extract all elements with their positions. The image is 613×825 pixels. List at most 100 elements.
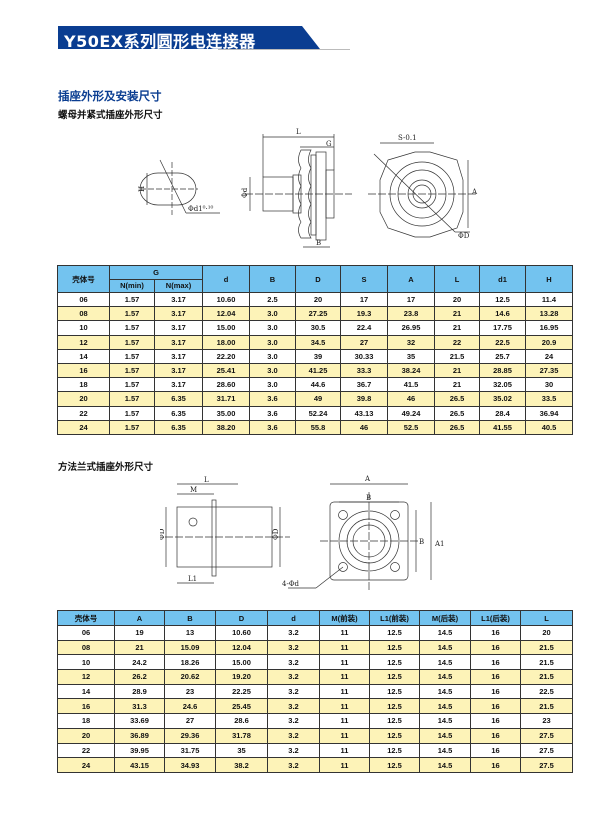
table-cell: 33.5 <box>525 391 573 407</box>
header-d1: d1 <box>479 265 526 293</box>
table-cell: 1.57 <box>109 320 155 336</box>
table-cell: 1.57 <box>109 306 155 322</box>
table-header-cell: L1(前装) <box>369 610 420 626</box>
nut-mount-dimension-table: 壳体号 G d B D S A L d1 H N(min) N(max) 06 1… <box>57 265 573 435</box>
table-cell: 34.93 <box>164 757 216 773</box>
table-cell: 39.95 <box>114 742 165 759</box>
svg-text:Φd: Φd <box>241 187 249 198</box>
table-cell: 24.6 <box>164 698 216 715</box>
table-cell: 35 <box>387 348 435 364</box>
header-A: A <box>387 265 435 293</box>
table-cell: 1.57 <box>109 419 155 435</box>
table-cell: 3.0 <box>249 306 296 322</box>
table-cell: 12.04 <box>215 639 268 656</box>
table-cell: 18 <box>57 713 115 729</box>
table-cell: 16 <box>470 757 521 773</box>
table-cell: 11 <box>319 639 370 656</box>
table-cell: 24 <box>525 348 573 364</box>
table-header-cell: L1(后装) <box>470 610 521 626</box>
table-cell: 14.5 <box>419 683 471 700</box>
table-cell: 16 <box>470 698 521 715</box>
header-banner: Y50EX系列圆形电连接器 <box>58 26 378 51</box>
table-cell: 3.6 <box>249 419 296 435</box>
header-S: S <box>340 265 388 293</box>
table-cell: 10.60 <box>202 291 250 308</box>
table-header-cell: d <box>267 610 320 626</box>
header-nmin: N(min) <box>109 278 155 293</box>
table-cell: 12.5 <box>369 713 420 729</box>
table-cell: 13 <box>164 625 216 641</box>
table-cell: 31.3 <box>114 698 165 715</box>
table-cell: 41.25 <box>295 362 341 379</box>
table-cell: 21.5 <box>520 654 573 671</box>
svg-text:ΦD: ΦD <box>272 528 280 540</box>
table-cell: 3.0 <box>249 334 296 350</box>
table-cell: 41.55 <box>479 419 526 435</box>
table-cell: 30 <box>525 377 573 393</box>
svg-text:S-0.1: S-0.1 <box>398 134 417 142</box>
table-row: 22 1.57 6.35 35.00 3.6 52.24 43.13 49.24 26.5 28.… <box>57 405 573 421</box>
table-cell: 16.95 <box>525 320 573 336</box>
banner-shape <box>58 26 350 50</box>
table-cell: 3.17 <box>154 377 203 393</box>
table-cell: 18.00 <box>202 334 250 350</box>
table-cell: 08 <box>57 639 115 656</box>
table-cell: 08 <box>57 306 110 322</box>
svg-text:Φd1⁰·¹⁰: Φd1⁰·¹⁰ <box>188 205 214 213</box>
table-cell: 22 <box>434 334 480 350</box>
table-cell: 12.5 <box>369 727 420 744</box>
svg-text:ΦD: ΦD <box>458 232 470 240</box>
table-cell: 6.35 <box>154 391 203 407</box>
table-cell: 3.2 <box>267 727 320 744</box>
table-cell: 10 <box>57 654 115 671</box>
table-cell: 21 <box>434 320 480 336</box>
table-cell: 35.02 <box>479 391 526 407</box>
table-cell: 25.7 <box>479 348 526 364</box>
table-cell: 12.5 <box>369 757 420 773</box>
table-cell: 32 <box>387 334 435 350</box>
table-cell: 14.5 <box>419 698 471 715</box>
table-cell: 28.4 <box>479 405 526 421</box>
side-view: L G Φd B <box>241 128 352 248</box>
table-cell: 25.45 <box>215 698 268 715</box>
table-cell: 23.8 <box>387 306 435 322</box>
table-cell: 6.35 <box>154 405 203 421</box>
table-cell: 16 <box>470 669 521 685</box>
table-cell: 38.24 <box>387 362 435 379</box>
table-cell: 06 <box>57 291 110 308</box>
table-cell: 1.57 <box>109 391 155 407</box>
table-cell: 11 <box>319 727 370 744</box>
table-cell: 21 <box>434 377 480 393</box>
table-row: 18 33.69 27 28.6 3.2 11 12.5 14.5 16 23 <box>57 713 573 729</box>
table-cell: 3.17 <box>154 362 203 379</box>
table-cell: 23 <box>164 683 216 700</box>
table-cell: 16 <box>57 362 110 379</box>
table-cell: 34.5 <box>295 334 341 350</box>
table-header-cell: A <box>114 610 165 626</box>
table-cell: 21.5 <box>434 348 480 364</box>
table-cell: 33.69 <box>114 713 165 729</box>
table-cell: 12.5 <box>369 698 420 715</box>
table-cell: 14 <box>57 348 110 364</box>
svg-text:ΦD: ΦD <box>160 528 166 540</box>
table-row: 24 43.15 34.93 38.2 3.2 11 12.5 14.5 16 27.5 <box>57 757 573 773</box>
svg-text:A: A <box>364 475 371 483</box>
table-cell: 3.2 <box>267 742 320 759</box>
table-cell: 26.5 <box>434 405 480 421</box>
front-view: S-0.1 A ΦD <box>368 134 478 240</box>
table-cell: 14.5 <box>419 639 471 656</box>
table-cell: 13.28 <box>525 306 573 322</box>
table-cell: 16 <box>470 742 521 759</box>
table-cell: 17 <box>387 291 435 308</box>
header-d: d <box>202 265 250 293</box>
table-cell: 49 <box>295 391 341 407</box>
table-cell: 06 <box>57 625 115 641</box>
table-cell: 28.85 <box>479 362 526 379</box>
table-cell: 12.5 <box>369 625 420 641</box>
table-cell: 11 <box>319 654 370 671</box>
table-cell: 36.7 <box>340 377 388 393</box>
table-cell: 20.9 <box>525 334 573 350</box>
table-header-cell: 壳体号 <box>57 610 115 626</box>
table-cell: 21 <box>434 306 480 322</box>
table-header-cell: B <box>164 610 216 626</box>
